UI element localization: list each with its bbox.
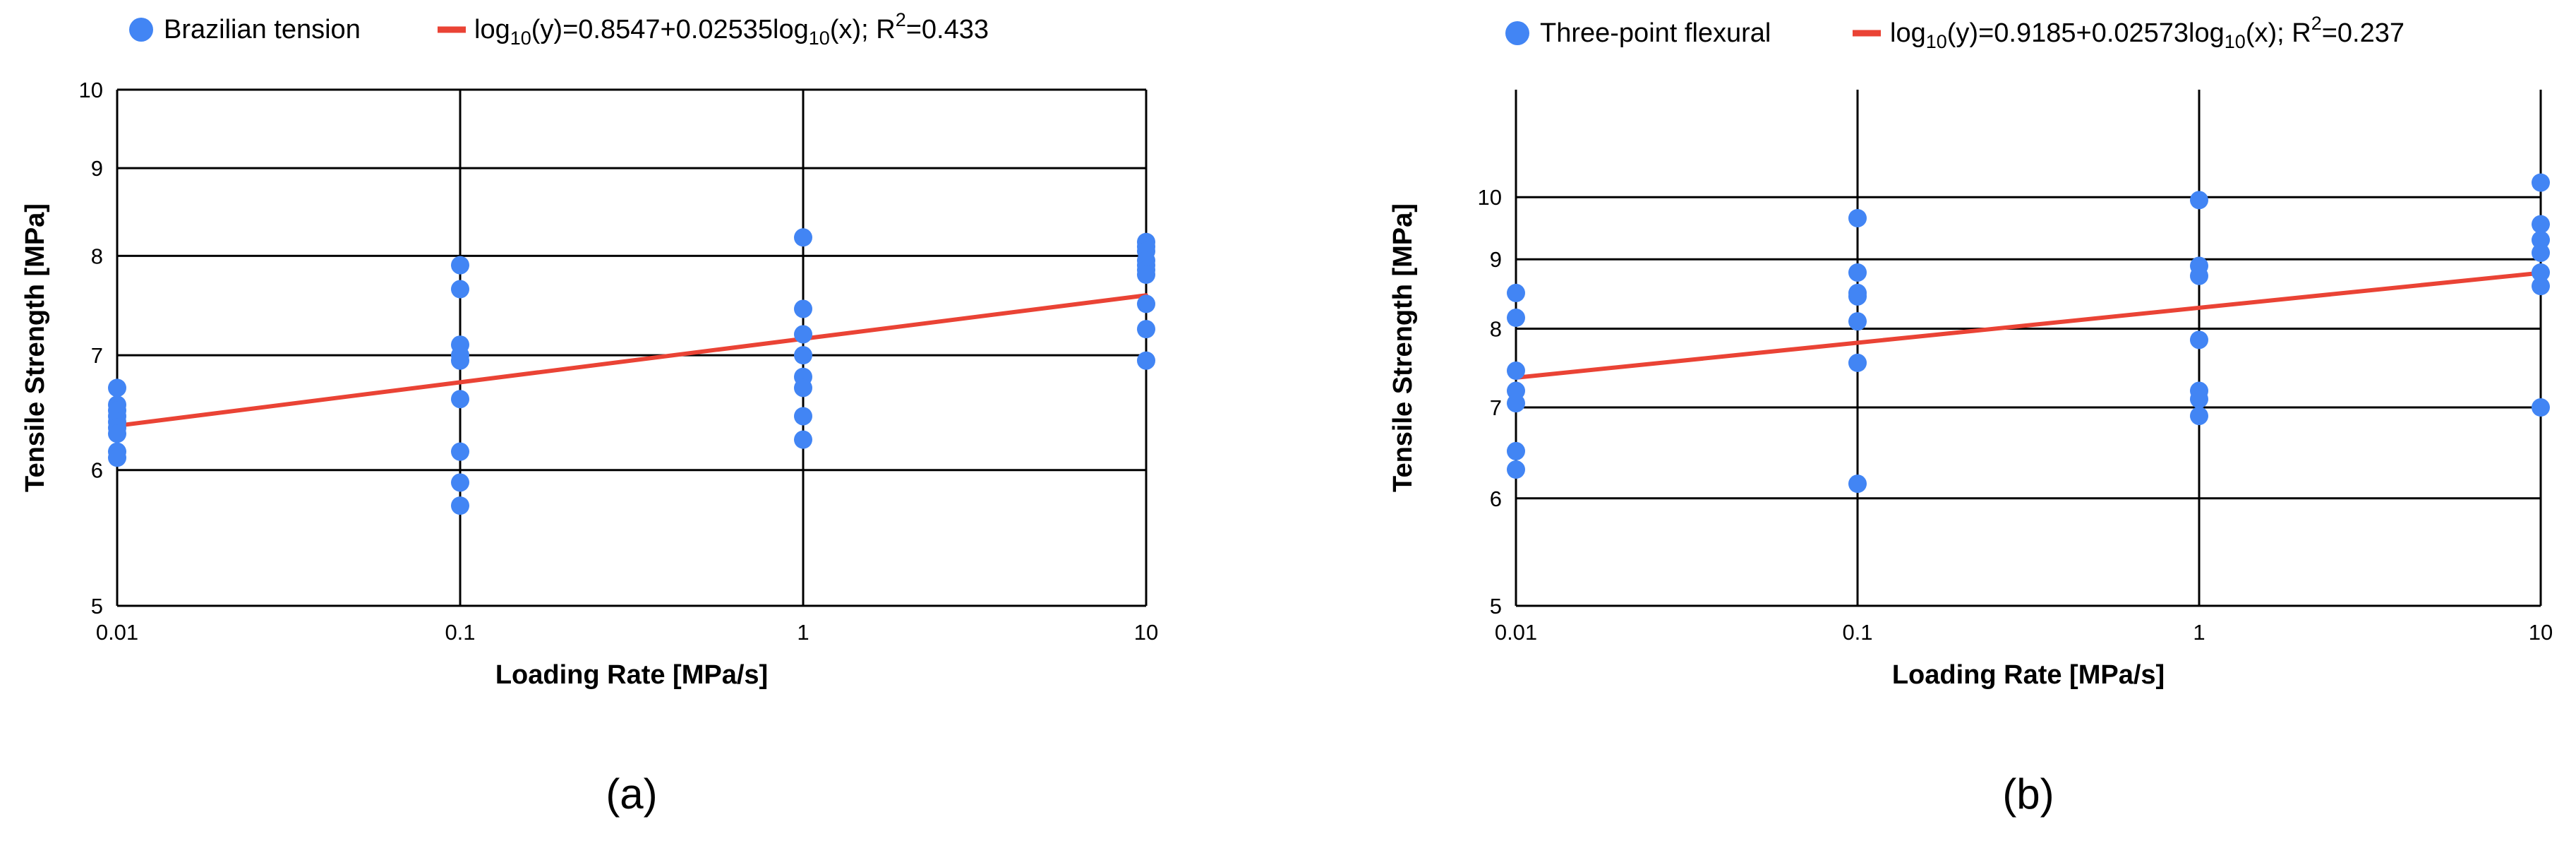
chart-panel-b: 5 6 7 8 9 10 0.01 0.1 1 10 Loading Rate [MPa/s] Ten… bbox=[1388, 13, 2553, 818]
data-point bbox=[1507, 362, 1525, 381]
legend-fit-fit-sub1: 10 bbox=[510, 28, 531, 49]
data-point bbox=[794, 228, 812, 247]
x-tick-label: 0.01 bbox=[1495, 620, 1537, 645]
y-tick-label: 9 bbox=[1490, 247, 1502, 272]
data-point bbox=[1137, 351, 1155, 370]
regression-line bbox=[1514, 270, 2543, 380]
legend-label-points: Three-point flexural bbox=[1540, 18, 1771, 48]
y-tick-label: 5 bbox=[1490, 594, 1502, 619]
data-point bbox=[451, 351, 469, 370]
data-point bbox=[2532, 173, 2550, 192]
data-point bbox=[1137, 294, 1155, 313]
legend-fit-fit-mid: (y)=0.8547+0.02535log bbox=[531, 15, 809, 44]
data-point bbox=[108, 448, 126, 467]
legend-marker-points bbox=[1505, 21, 1529, 45]
data-point bbox=[1507, 460, 1525, 479]
data-point bbox=[2190, 266, 2208, 285]
data-point bbox=[1507, 283, 1525, 302]
y-axis-label: Tensile Strength [MPa] bbox=[20, 203, 50, 492]
legend-fit-fit-sup: 2 bbox=[896, 9, 906, 30]
data-point bbox=[451, 442, 469, 461]
legend-fit-fit-sup: 2 bbox=[2311, 13, 2322, 34]
y-tick-label: 6 bbox=[91, 458, 103, 483]
y-tick-label: 7 bbox=[91, 343, 103, 368]
legend-marker-points bbox=[129, 18, 153, 42]
legend-fit-fit-prefix: log bbox=[1890, 18, 1926, 48]
x-tick-label: 10 bbox=[1134, 620, 1158, 645]
data-point bbox=[2190, 390, 2208, 409]
data-point bbox=[794, 407, 812, 426]
data-point bbox=[451, 496, 469, 515]
y-tick-label: 8 bbox=[1490, 317, 1502, 342]
legend-fit-fit-end: =0.433 bbox=[906, 15, 989, 44]
data-point bbox=[2190, 191, 2208, 210]
data-point bbox=[451, 390, 469, 409]
data-point bbox=[794, 378, 812, 398]
x-tick-label: 0.01 bbox=[96, 620, 138, 645]
legend-fit-fit-prefix: log bbox=[474, 15, 510, 44]
x-tick-label: 0.1 bbox=[1842, 620, 1872, 645]
x-tick-label: 10 bbox=[2529, 620, 2553, 645]
legend-fit-fit-mid: (y)=0.9185+0.02573log bbox=[1947, 18, 2225, 48]
legend-fit-fit-tail: (x); R bbox=[830, 15, 896, 44]
y-tick-label: 10 bbox=[1478, 185, 1502, 210]
data-point bbox=[1507, 309, 1525, 328]
data-point bbox=[2532, 277, 2550, 296]
x-tick-label: 0.1 bbox=[445, 620, 475, 645]
data-point bbox=[794, 430, 812, 449]
data-point bbox=[1848, 474, 1867, 494]
legend-fit-fit-sub2: 10 bbox=[809, 28, 830, 49]
y-axis-label: Tensile Strength [MPa] bbox=[1388, 203, 1418, 492]
data-point bbox=[2190, 330, 2208, 350]
y-tick-label: 5 bbox=[91, 594, 103, 619]
data-point bbox=[108, 378, 126, 398]
legend-fit-fit-end: =0.237 bbox=[2322, 18, 2405, 48]
data-point bbox=[2532, 215, 2550, 234]
data-point bbox=[1137, 320, 1155, 339]
data-point bbox=[1848, 353, 1867, 372]
data-point bbox=[1848, 263, 1867, 282]
legend: Three-point flexural log10(y)=0.9185+0.02… bbox=[1505, 13, 2405, 52]
data-point bbox=[1507, 441, 1525, 460]
x-axis-label: Loading Rate [MPa/s] bbox=[1892, 660, 2165, 690]
data-point bbox=[1848, 208, 1867, 227]
y-tick-label: 8 bbox=[91, 244, 103, 268]
data-point bbox=[2190, 407, 2208, 426]
data-point bbox=[451, 473, 469, 492]
y-tick-label: 10 bbox=[79, 78, 103, 102]
panel-label: (b) bbox=[2002, 770, 2054, 818]
data-point bbox=[2532, 243, 2550, 262]
data-point bbox=[2532, 230, 2550, 249]
x-tick-label: 1 bbox=[797, 620, 809, 645]
data-point bbox=[2532, 398, 2550, 417]
chart-panel-a: 5 6 7 8 9 10 0.01 0.1 1 10 Loading Rate [MPa/s] Ten… bbox=[20, 9, 1158, 818]
y-tick-label: 9 bbox=[91, 156, 103, 181]
data-point bbox=[108, 424, 126, 443]
y-tick-label: 7 bbox=[1490, 395, 1502, 420]
data-point bbox=[2532, 263, 2550, 282]
data-point bbox=[451, 280, 469, 299]
data-point bbox=[1507, 394, 1525, 413]
x-axis-label: Loading Rate [MPa/s] bbox=[495, 660, 768, 690]
data-point bbox=[1848, 287, 1867, 306]
data-point bbox=[1137, 265, 1155, 285]
data-point bbox=[794, 325, 812, 344]
data-point bbox=[794, 346, 812, 365]
legend-fit-fit-sub1: 10 bbox=[1926, 31, 1947, 52]
x-tick-label: 1 bbox=[2193, 620, 2205, 645]
legend-label-fit: log10(y)=0.8547+0.02535log10(x); R2=0.43… bbox=[474, 9, 989, 49]
legend-label-points: Brazilian tension bbox=[164, 15, 361, 44]
legend-fit-fit-tail: (x); R bbox=[2246, 18, 2311, 48]
data-point bbox=[451, 256, 469, 275]
data-point bbox=[1848, 312, 1867, 331]
regression-line bbox=[115, 293, 1148, 428]
panel-label: (a) bbox=[606, 770, 657, 818]
legend-label-fit: log10(y)=0.9185+0.02573log10(x); R2=0.23… bbox=[1890, 13, 2405, 52]
legend: Brazilian tension log10(y)=0.8547+0.02535… bbox=[129, 9, 989, 49]
legend-fit-fit-sub2: 10 bbox=[2225, 31, 2246, 52]
y-tick-label: 6 bbox=[1490, 486, 1502, 511]
data-point bbox=[794, 299, 812, 318]
